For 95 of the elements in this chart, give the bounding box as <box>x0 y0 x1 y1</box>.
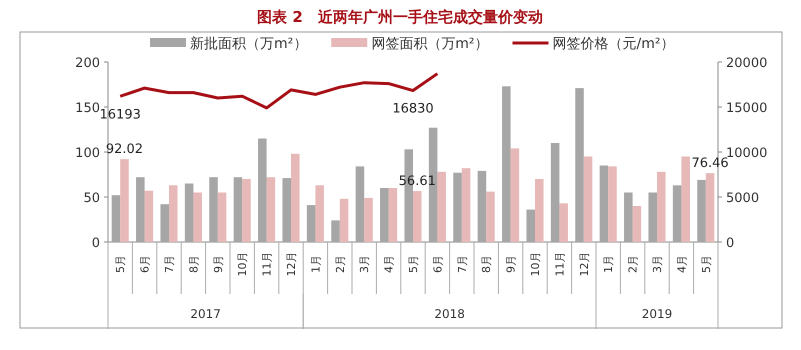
data-label: 16830 <box>392 102 434 117</box>
text: 2018 <box>434 307 465 321</box>
bar <box>242 179 251 242</box>
x-tick-label: 2月 <box>334 255 347 273</box>
x-tick-label: 7月 <box>163 255 176 273</box>
bar <box>632 206 642 242</box>
legend-label: 新批面积（万m²） <box>190 36 308 52</box>
bar <box>706 173 714 242</box>
bar <box>608 166 617 242</box>
bar <box>258 138 267 242</box>
y-tick-label: 150 <box>75 101 100 116</box>
bar <box>282 178 291 242</box>
bar <box>462 168 470 242</box>
x-tick-label: 8月 <box>187 255 200 273</box>
bar <box>486 192 495 242</box>
data-label: 92.02 <box>106 142 144 158</box>
x-tick-label: 3月 <box>651 255 664 273</box>
x-tick-label: 10月 <box>529 252 542 276</box>
bar <box>478 170 486 242</box>
data-label: 76.46 <box>691 156 729 172</box>
bar <box>315 185 324 242</box>
x-tick-label: 5月 <box>114 255 128 273</box>
y2-tick-label: 0 <box>726 236 734 251</box>
bar <box>380 188 389 242</box>
bar <box>526 210 535 242</box>
bar <box>218 192 226 242</box>
y2-tick-label: 15000 <box>726 101 768 116</box>
bar <box>291 154 300 242</box>
bar <box>120 159 129 242</box>
x-tick-label: 4月 <box>382 255 396 273</box>
legend-label: 网签面积（万m²） <box>371 36 488 52</box>
bar <box>502 86 511 242</box>
x-tick-label: 10月 <box>236 252 250 276</box>
bar <box>136 177 145 242</box>
bar <box>112 195 120 242</box>
bar <box>453 172 462 242</box>
data-label: 16193 <box>100 107 141 122</box>
x-tick-label: 9月 <box>212 255 225 273</box>
x-tick-label: 8月 <box>480 255 494 273</box>
bar <box>672 185 682 242</box>
x-tick-label: 11月 <box>260 252 274 276</box>
x-tick-label: 1月 <box>309 255 322 273</box>
bar <box>234 177 242 242</box>
x-tick-label: 4月 <box>675 255 688 273</box>
x-tick-label: 2月 <box>626 255 640 273</box>
text: 2017 <box>190 307 221 321</box>
x-tick-label: 9月 <box>504 255 518 273</box>
bar <box>356 166 364 242</box>
bar <box>184 184 194 242</box>
bar <box>657 172 666 242</box>
bar <box>340 198 348 242</box>
bar <box>624 192 633 242</box>
bar <box>193 192 202 242</box>
x-tick-label: 12月 <box>578 252 591 276</box>
bar <box>144 190 154 242</box>
bar <box>209 177 218 242</box>
data-label: 56.61 <box>398 174 436 190</box>
bar <box>697 180 706 242</box>
bar <box>584 156 592 242</box>
x-tick-label: 5月 <box>700 255 713 273</box>
bar <box>559 203 568 242</box>
y2-tick-label: 10000 <box>726 146 768 161</box>
text: 2019 <box>642 307 672 321</box>
x-tick-label: 6月 <box>138 255 152 273</box>
y2-tick-label: 20000 <box>726 56 768 71</box>
bar <box>648 192 657 242</box>
bar <box>550 143 560 242</box>
y-tick-label: 200 <box>75 56 100 71</box>
bar <box>413 191 422 242</box>
bar <box>266 177 276 242</box>
bar <box>510 148 520 242</box>
x-tick-label: 6月 <box>431 255 444 273</box>
bar <box>437 172 446 242</box>
y-tick-label: 100 <box>75 146 100 161</box>
x-tick-label: 5月 <box>407 255 420 273</box>
y-tick-label: 50 <box>83 191 100 206</box>
x-tick-label: 12月 <box>285 252 298 276</box>
x-tick-label: 11月 <box>553 252 566 276</box>
x-tick-label: 7月 <box>456 255 469 273</box>
chart-title: 图表 2 近两年广州一手住宅成交量价变动 <box>257 8 543 26</box>
y-tick-label: 0 <box>92 236 100 251</box>
legend-label: 网签价格（元/m²） <box>552 36 674 52</box>
y2-tick-label: 5000 <box>726 191 760 206</box>
x-tick-label: 1月 <box>602 255 616 273</box>
bar <box>600 166 608 242</box>
bar <box>364 198 373 242</box>
bar <box>160 204 169 242</box>
bar <box>575 88 584 242</box>
bar <box>306 205 316 242</box>
bar <box>535 179 544 242</box>
bar <box>331 220 340 242</box>
bar <box>681 156 690 242</box>
bar <box>388 188 398 242</box>
bar <box>169 185 178 242</box>
x-tick-label: 3月 <box>358 255 372 273</box>
